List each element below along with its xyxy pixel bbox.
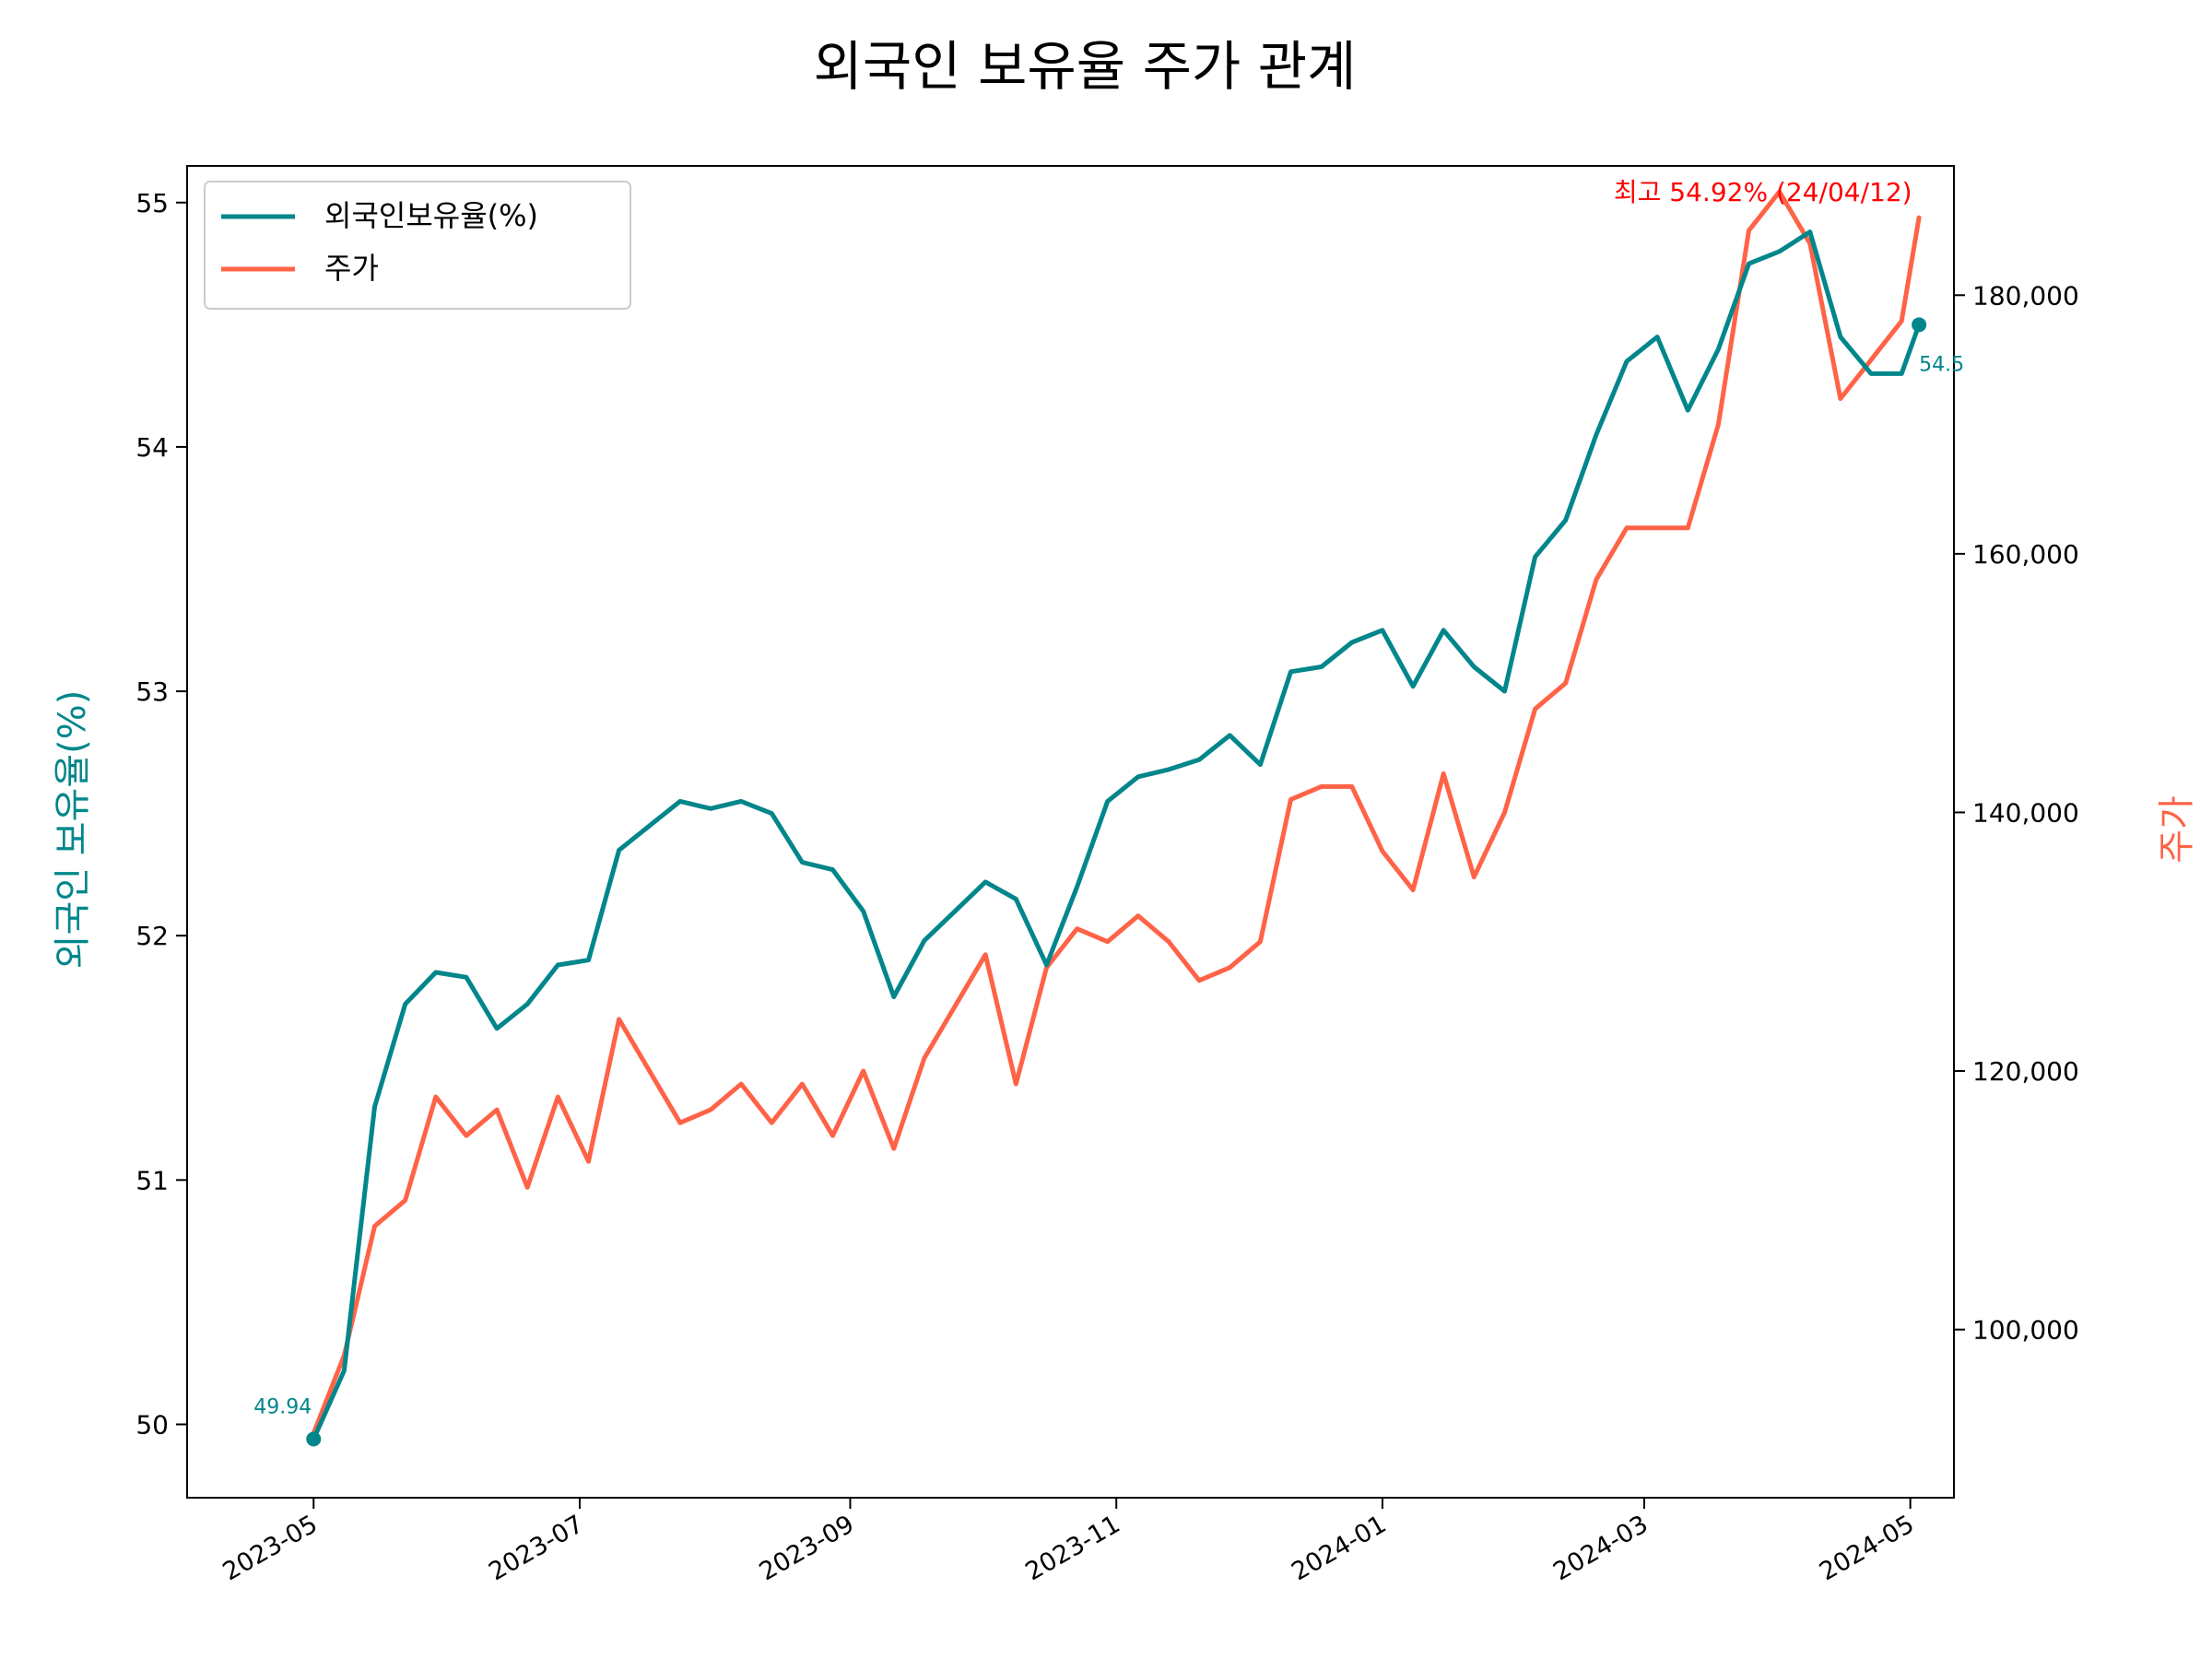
- legend-box: [204, 181, 631, 310]
- annotations: 49.94 54.5 최고 54.92% (24/04/12): [253, 177, 1964, 1447]
- chart-title: 외국인 보유율 주가 관계: [814, 35, 1357, 98]
- x-tick-label: 2024-01: [1287, 1510, 1391, 1586]
- y-right-tick-label: 180,000: [1972, 280, 2079, 311]
- y-axis-left: 50 51 52 53 54 55: [135, 188, 187, 1440]
- y-right-tick-label: 120,000: [1972, 1056, 2079, 1087]
- y-left-tick-label: 51: [135, 1165, 169, 1195]
- x-tick-label: 2023-11: [1021, 1510, 1125, 1586]
- start-point-marker: [306, 1431, 322, 1447]
- end-value-label: 54.5: [1919, 353, 1964, 376]
- x-tick-label: 2023-07: [484, 1510, 588, 1586]
- series-line-ownership: [311, 229, 1922, 1441]
- x-tick-label: 2024-05: [1815, 1510, 1919, 1586]
- y-left-tick-label: 55: [135, 188, 169, 218]
- start-value-label: 49.94: [253, 1395, 312, 1418]
- y-left-tick-label: 54: [135, 432, 169, 463]
- y-left-tick-label: 52: [135, 921, 169, 951]
- y-axis-left-label: 외국인 보유율(%): [52, 690, 94, 970]
- series-line-price: [311, 189, 1922, 1436]
- gridless-plot-area: [186, 165, 1955, 1499]
- peak-annotation: 최고 54.92% (24/04/12): [1614, 177, 1912, 207]
- x-axis: 2023-05 2023-07 2023-09 2023-11 2024-01 2024-…: [218, 1498, 1919, 1586]
- y-left-tick-label: 53: [135, 677, 169, 707]
- y-right-tick-label: 100,000: [1972, 1315, 2079, 1346]
- y-right-tick-label: 140,000: [1972, 797, 2079, 828]
- x-tick-label: 2024-03: [1548, 1510, 1653, 1586]
- x-tick-label: 2023-05: [218, 1510, 323, 1586]
- legend: 외국인보유율(%) 주가: [204, 181, 631, 310]
- legend-label-price: 주가: [324, 251, 379, 286]
- x-tick-label: 2023-09: [755, 1510, 859, 1586]
- end-point-marker: [1912, 317, 1927, 333]
- series-layer: [311, 189, 1922, 1441]
- y-axis-right: 100,000 120,000 140,000 160,000 180,000: [1954, 280, 2079, 1346]
- y-right-tick-label: 160,000: [1972, 539, 2079, 570]
- plot-frame: [186, 165, 1955, 1499]
- y-left-tick-label: 50: [135, 1409, 169, 1440]
- y-axis-right-label: 주가: [2156, 795, 2198, 864]
- legend-label-ownership: 외국인보유율(%): [324, 198, 538, 233]
